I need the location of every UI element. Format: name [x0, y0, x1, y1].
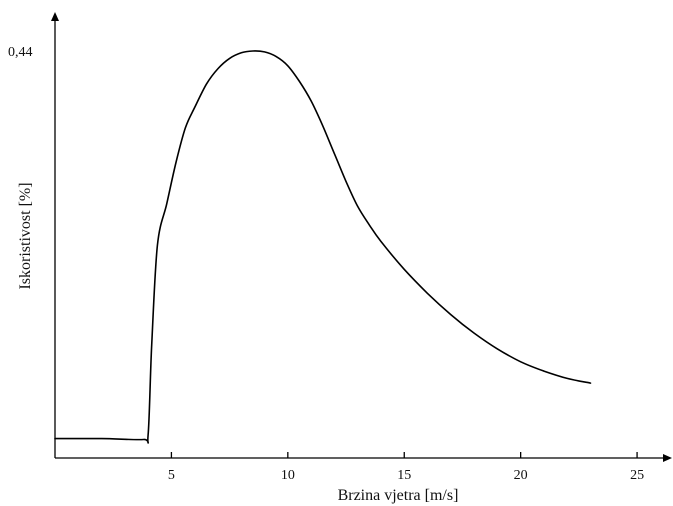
- x-tick-label: 10: [281, 468, 295, 483]
- x-axis-title: Brzina vjetra [m/s]: [338, 487, 459, 504]
- y-axis-arrow-icon: [51, 12, 59, 21]
- x-axis-arrow-icon: [663, 454, 672, 462]
- y-tick-label: 0,44: [8, 45, 33, 60]
- y-axis-title: Iskoristivost [%]: [17, 182, 34, 289]
- ticks: 5 10 15 20 25 0,44: [8, 45, 644, 483]
- x-tick-label: 5: [168, 468, 175, 483]
- x-tick-label: 20: [514, 468, 528, 483]
- x-tick-label: 15: [397, 468, 411, 483]
- series-layer: [54, 50, 592, 444]
- x-tick-label: 25: [630, 468, 644, 483]
- efficiency-curve-line: [54, 50, 592, 444]
- axes: [51, 12, 672, 462]
